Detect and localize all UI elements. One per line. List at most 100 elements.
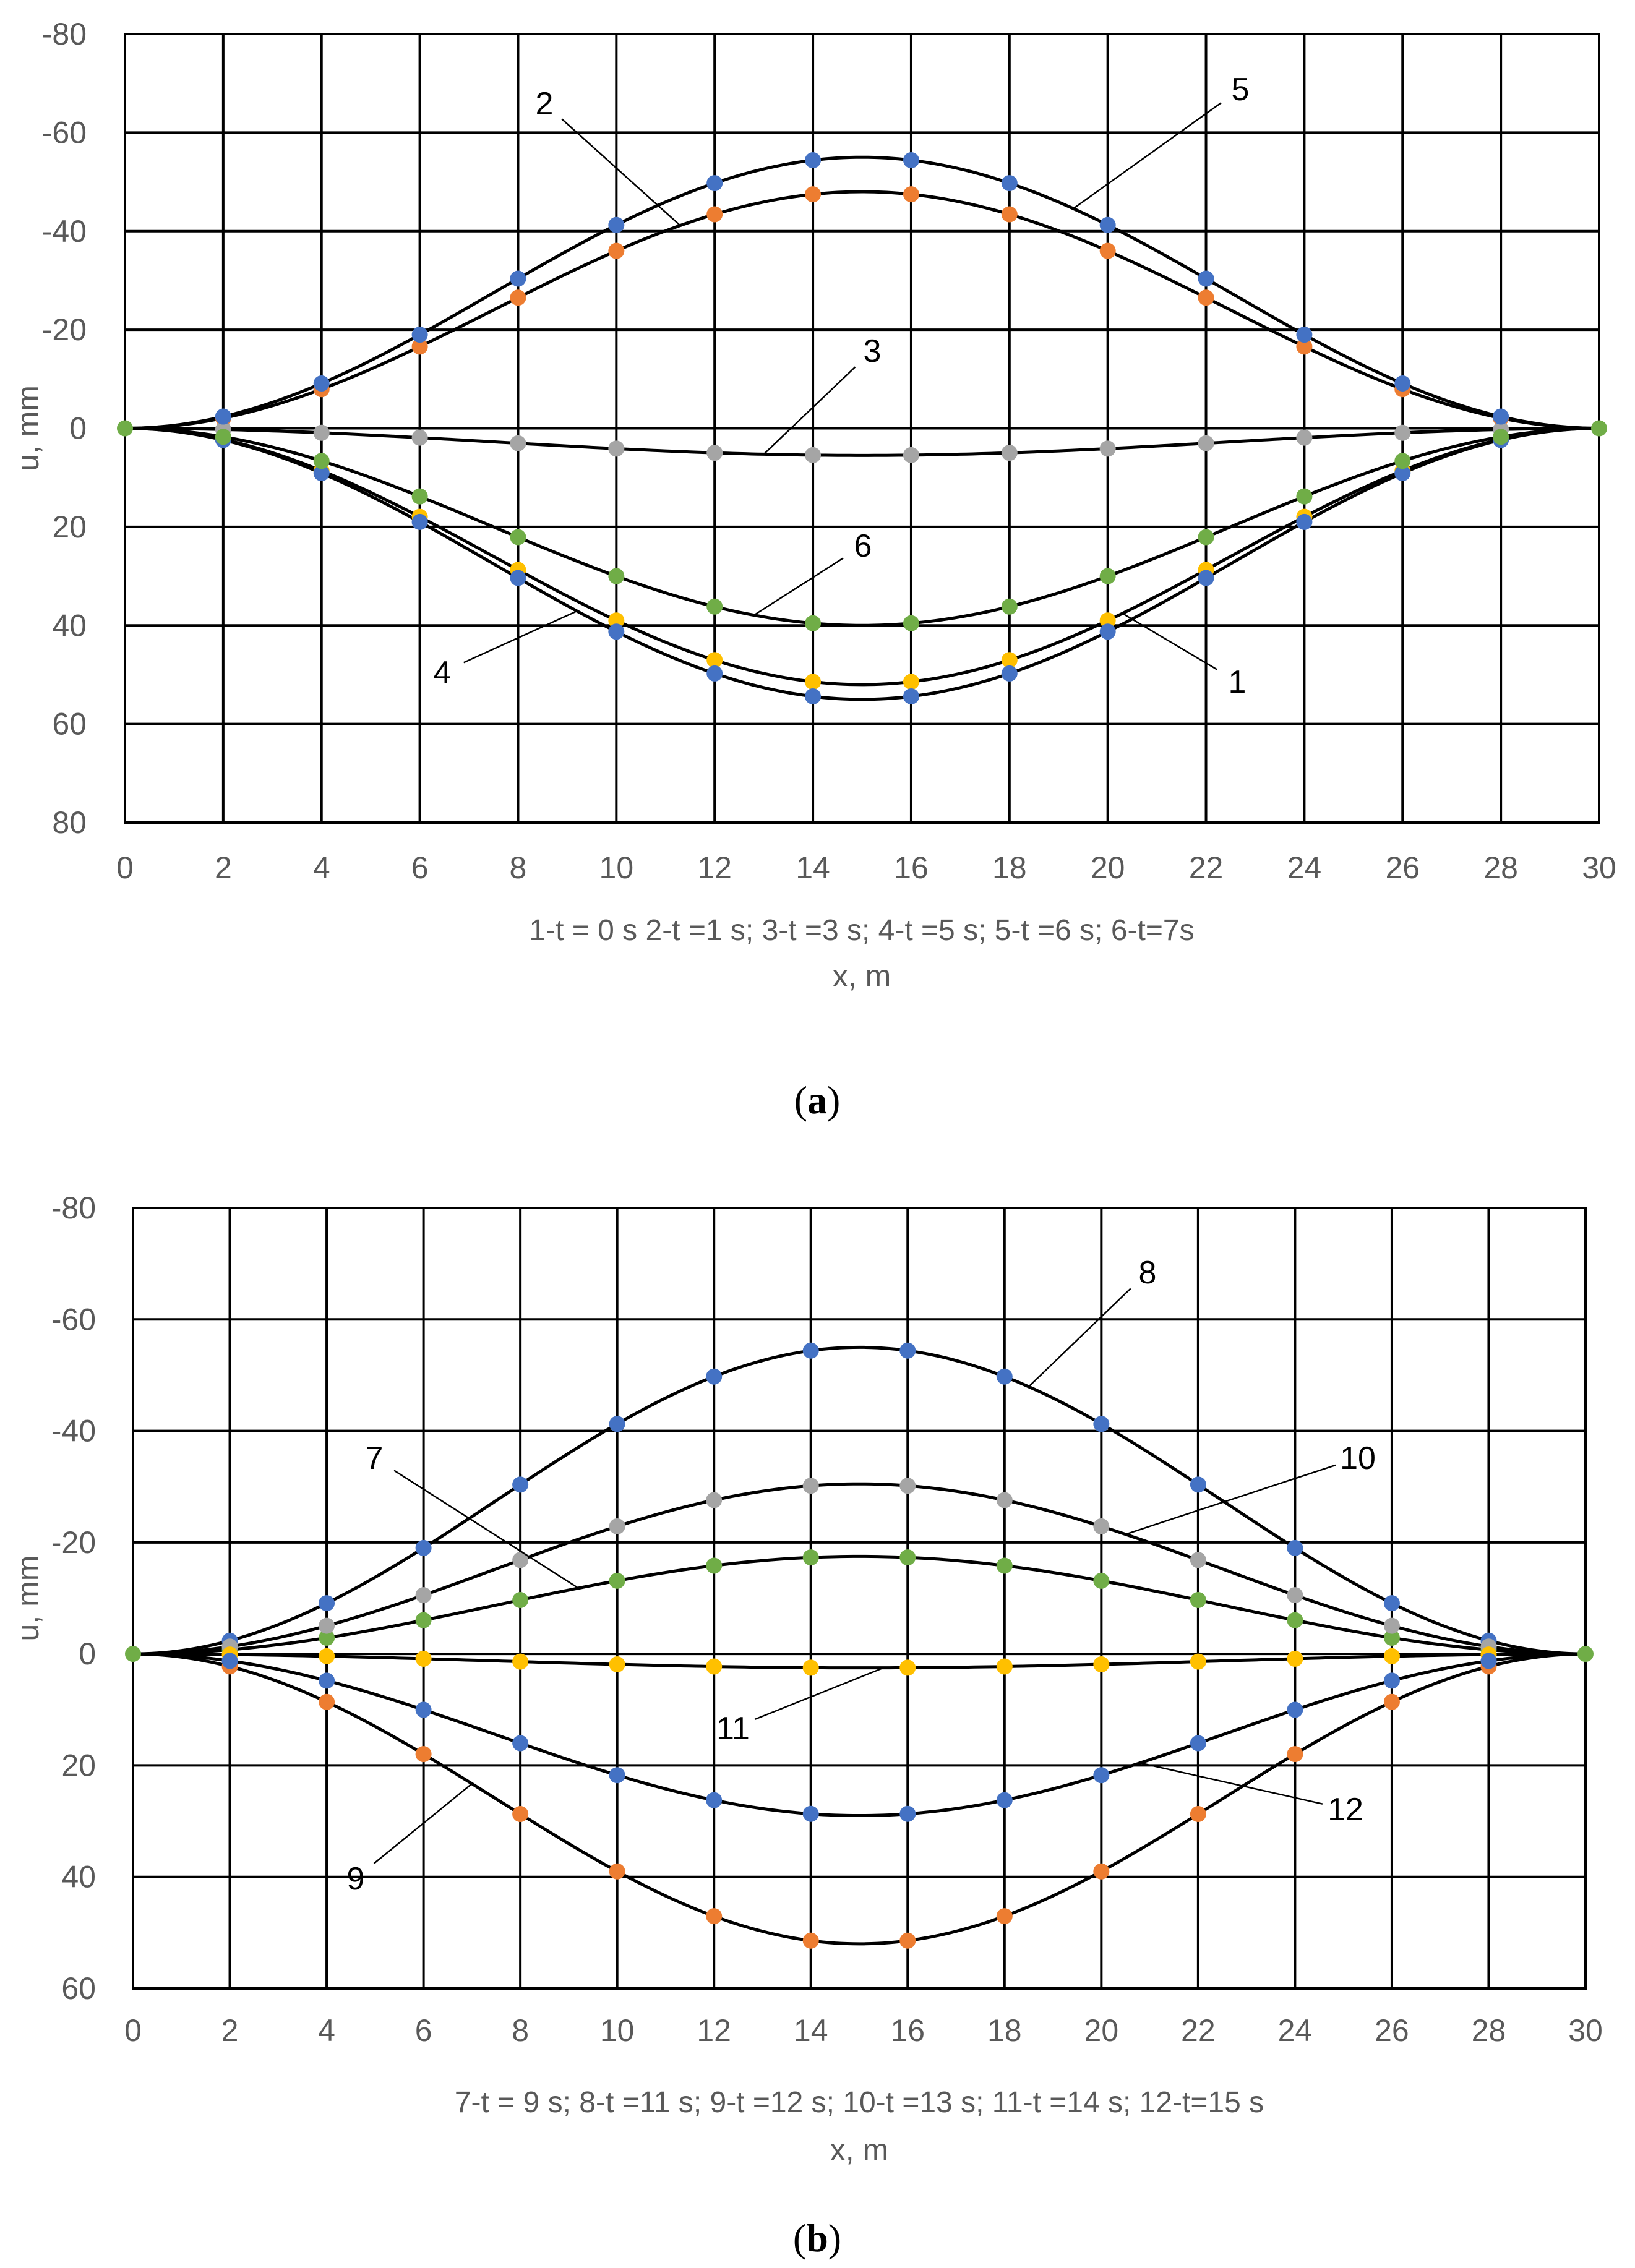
data-point-series-8	[1190, 1476, 1206, 1493]
callout-label-12: 12	[1328, 1792, 1363, 1828]
callout-leader-2	[561, 118, 681, 226]
data-point-series-10	[899, 1478, 916, 1494]
data-point-series-7	[1383, 1630, 1400, 1646]
data-point-series-10	[512, 1552, 529, 1568]
data-point-series-1	[805, 674, 822, 690]
x-tick-label: 0	[124, 2013, 142, 2048]
data-point-series-3	[411, 429, 428, 446]
data-point-series-3	[608, 440, 625, 457]
data-point-series-3	[805, 447, 822, 463]
data-point-endpoint	[125, 1646, 141, 1662]
data-point-series-10	[319, 1617, 335, 1634]
y-tick-label: -20	[51, 1525, 96, 1560]
data-point-series-7	[1190, 1592, 1206, 1609]
x-tick-label: 22	[1189, 850, 1224, 885]
data-point-series-12	[802, 1805, 819, 1822]
data-point-series-8	[512, 1476, 529, 1493]
data-point-series-8	[609, 1416, 625, 1432]
x-tick-label: 26	[1375, 2013, 1409, 2048]
x-tick-label: 0	[116, 850, 134, 885]
y-tick-label: -40	[51, 1414, 96, 1449]
y-tick-label: 20	[61, 1748, 96, 1782]
data-point-series-3	[1296, 429, 1313, 446]
data-point-series-7	[1287, 1612, 1303, 1628]
data-point-series-2	[903, 186, 919, 203]
data-point-series-10	[1287, 1587, 1303, 1604]
data-point-series-6	[411, 488, 428, 505]
chart-panel-a: 0 2 4 6 8 10 12 14 16 18 20 22 24 26 28 30-80-60-40-200…	[11, 17, 1616, 1122]
data-point-series-6	[903, 615, 919, 631]
data-point-series-12	[996, 1792, 1013, 1808]
x-tick-label: 14	[794, 2013, 828, 2048]
series-lines	[132, 1345, 1586, 1946]
x-tick-label: 4	[318, 2013, 335, 2048]
x-tick-label: 2	[221, 2013, 239, 2048]
x-tick-label: 4	[313, 850, 330, 885]
data-point-series-9	[512, 1806, 529, 1823]
series-line-7	[132, 1554, 1586, 1656]
y-tick-label: 0	[79, 1637, 96, 1671]
series-line-8	[132, 1345, 1586, 1656]
series-line-9	[132, 1652, 1586, 1946]
data-point-series-10	[415, 1587, 432, 1604]
data-point-series-8	[1093, 1416, 1110, 1432]
chart-panel-b: 0 2 4 6 8 10 12 14 16 18 20 22 24 26 28 30-80-60-40-200…	[11, 1191, 1603, 2260]
data-point-series-8	[802, 1342, 819, 1359]
panel-label-letter: a	[807, 1078, 827, 1122]
panel-label-close: )	[828, 2216, 841, 2260]
data-point-series-12	[221, 1653, 238, 1669]
data-point-series-5	[1099, 216, 1116, 233]
data-point-series-4	[1394, 465, 1411, 482]
panel-label-letter: b	[806, 2216, 828, 2260]
data-point-series-4	[411, 513, 428, 530]
x-tick-label: 20	[1091, 850, 1125, 885]
data-point-series-2	[1099, 242, 1116, 259]
x-axis-title: x, m	[833, 959, 891, 993]
data-point-series-3	[1001, 445, 1018, 461]
x-tick-label: 20	[1084, 2013, 1119, 2048]
data-point-series-10	[706, 1492, 723, 1508]
data-point-series-1	[1001, 652, 1018, 669]
data-point-series-6	[805, 615, 822, 631]
x-tick-label: 8	[512, 2013, 529, 2048]
data-point-series-12	[706, 1792, 723, 1808]
data-point-series-10	[1383, 1617, 1400, 1634]
callout-label-4: 4	[434, 655, 452, 691]
panel-label-open: (	[793, 2216, 806, 2260]
x-tick-label: 30	[1582, 850, 1616, 885]
callout-leader-4	[463, 610, 578, 664]
series-line-3	[124, 427, 1600, 457]
data-point-series-4	[706, 665, 723, 682]
y-axis-title: u, mm	[11, 1556, 45, 1641]
data-point-series-2	[1296, 338, 1313, 355]
x-tick-label: 24	[1278, 2013, 1313, 2048]
callout-label-1: 1	[1229, 664, 1247, 700]
data-point-series-6	[1493, 429, 1509, 445]
x-tick-label: 6	[415, 2013, 432, 2048]
y-tick-label: 60	[61, 1971, 96, 2006]
data-point-series-6	[1001, 598, 1018, 615]
data-point-series-7	[415, 1612, 432, 1628]
data-point-series-2	[1001, 206, 1018, 223]
x-tick-label: 12	[697, 2013, 731, 2048]
data-point-series-9	[415, 1746, 432, 1763]
data-point-series-8	[415, 1539, 432, 1556]
data-point-series-8	[319, 1595, 335, 1612]
y-tick-label: 20	[52, 510, 87, 544]
series-line-12	[132, 1652, 1586, 1818]
data-point-series-11	[1383, 1648, 1400, 1664]
callout-label-10: 10	[1340, 1440, 1376, 1476]
panel-label: (a)	[794, 1078, 841, 1122]
callout-label-11: 11	[716, 1711, 750, 1747]
data-point-series-12	[899, 1805, 916, 1822]
data-point-series-9	[802, 1932, 819, 1949]
data-point-series-7	[706, 1557, 723, 1574]
data-point-series-1	[706, 652, 723, 669]
data-point-series-5	[411, 327, 428, 343]
data-point-series-4	[805, 688, 822, 704]
y-tick-label: -80	[51, 1191, 96, 1225]
data-point-series-7	[899, 1549, 916, 1566]
data-point-series-4	[1198, 570, 1214, 586]
callout-label-6: 6	[854, 528, 872, 564]
